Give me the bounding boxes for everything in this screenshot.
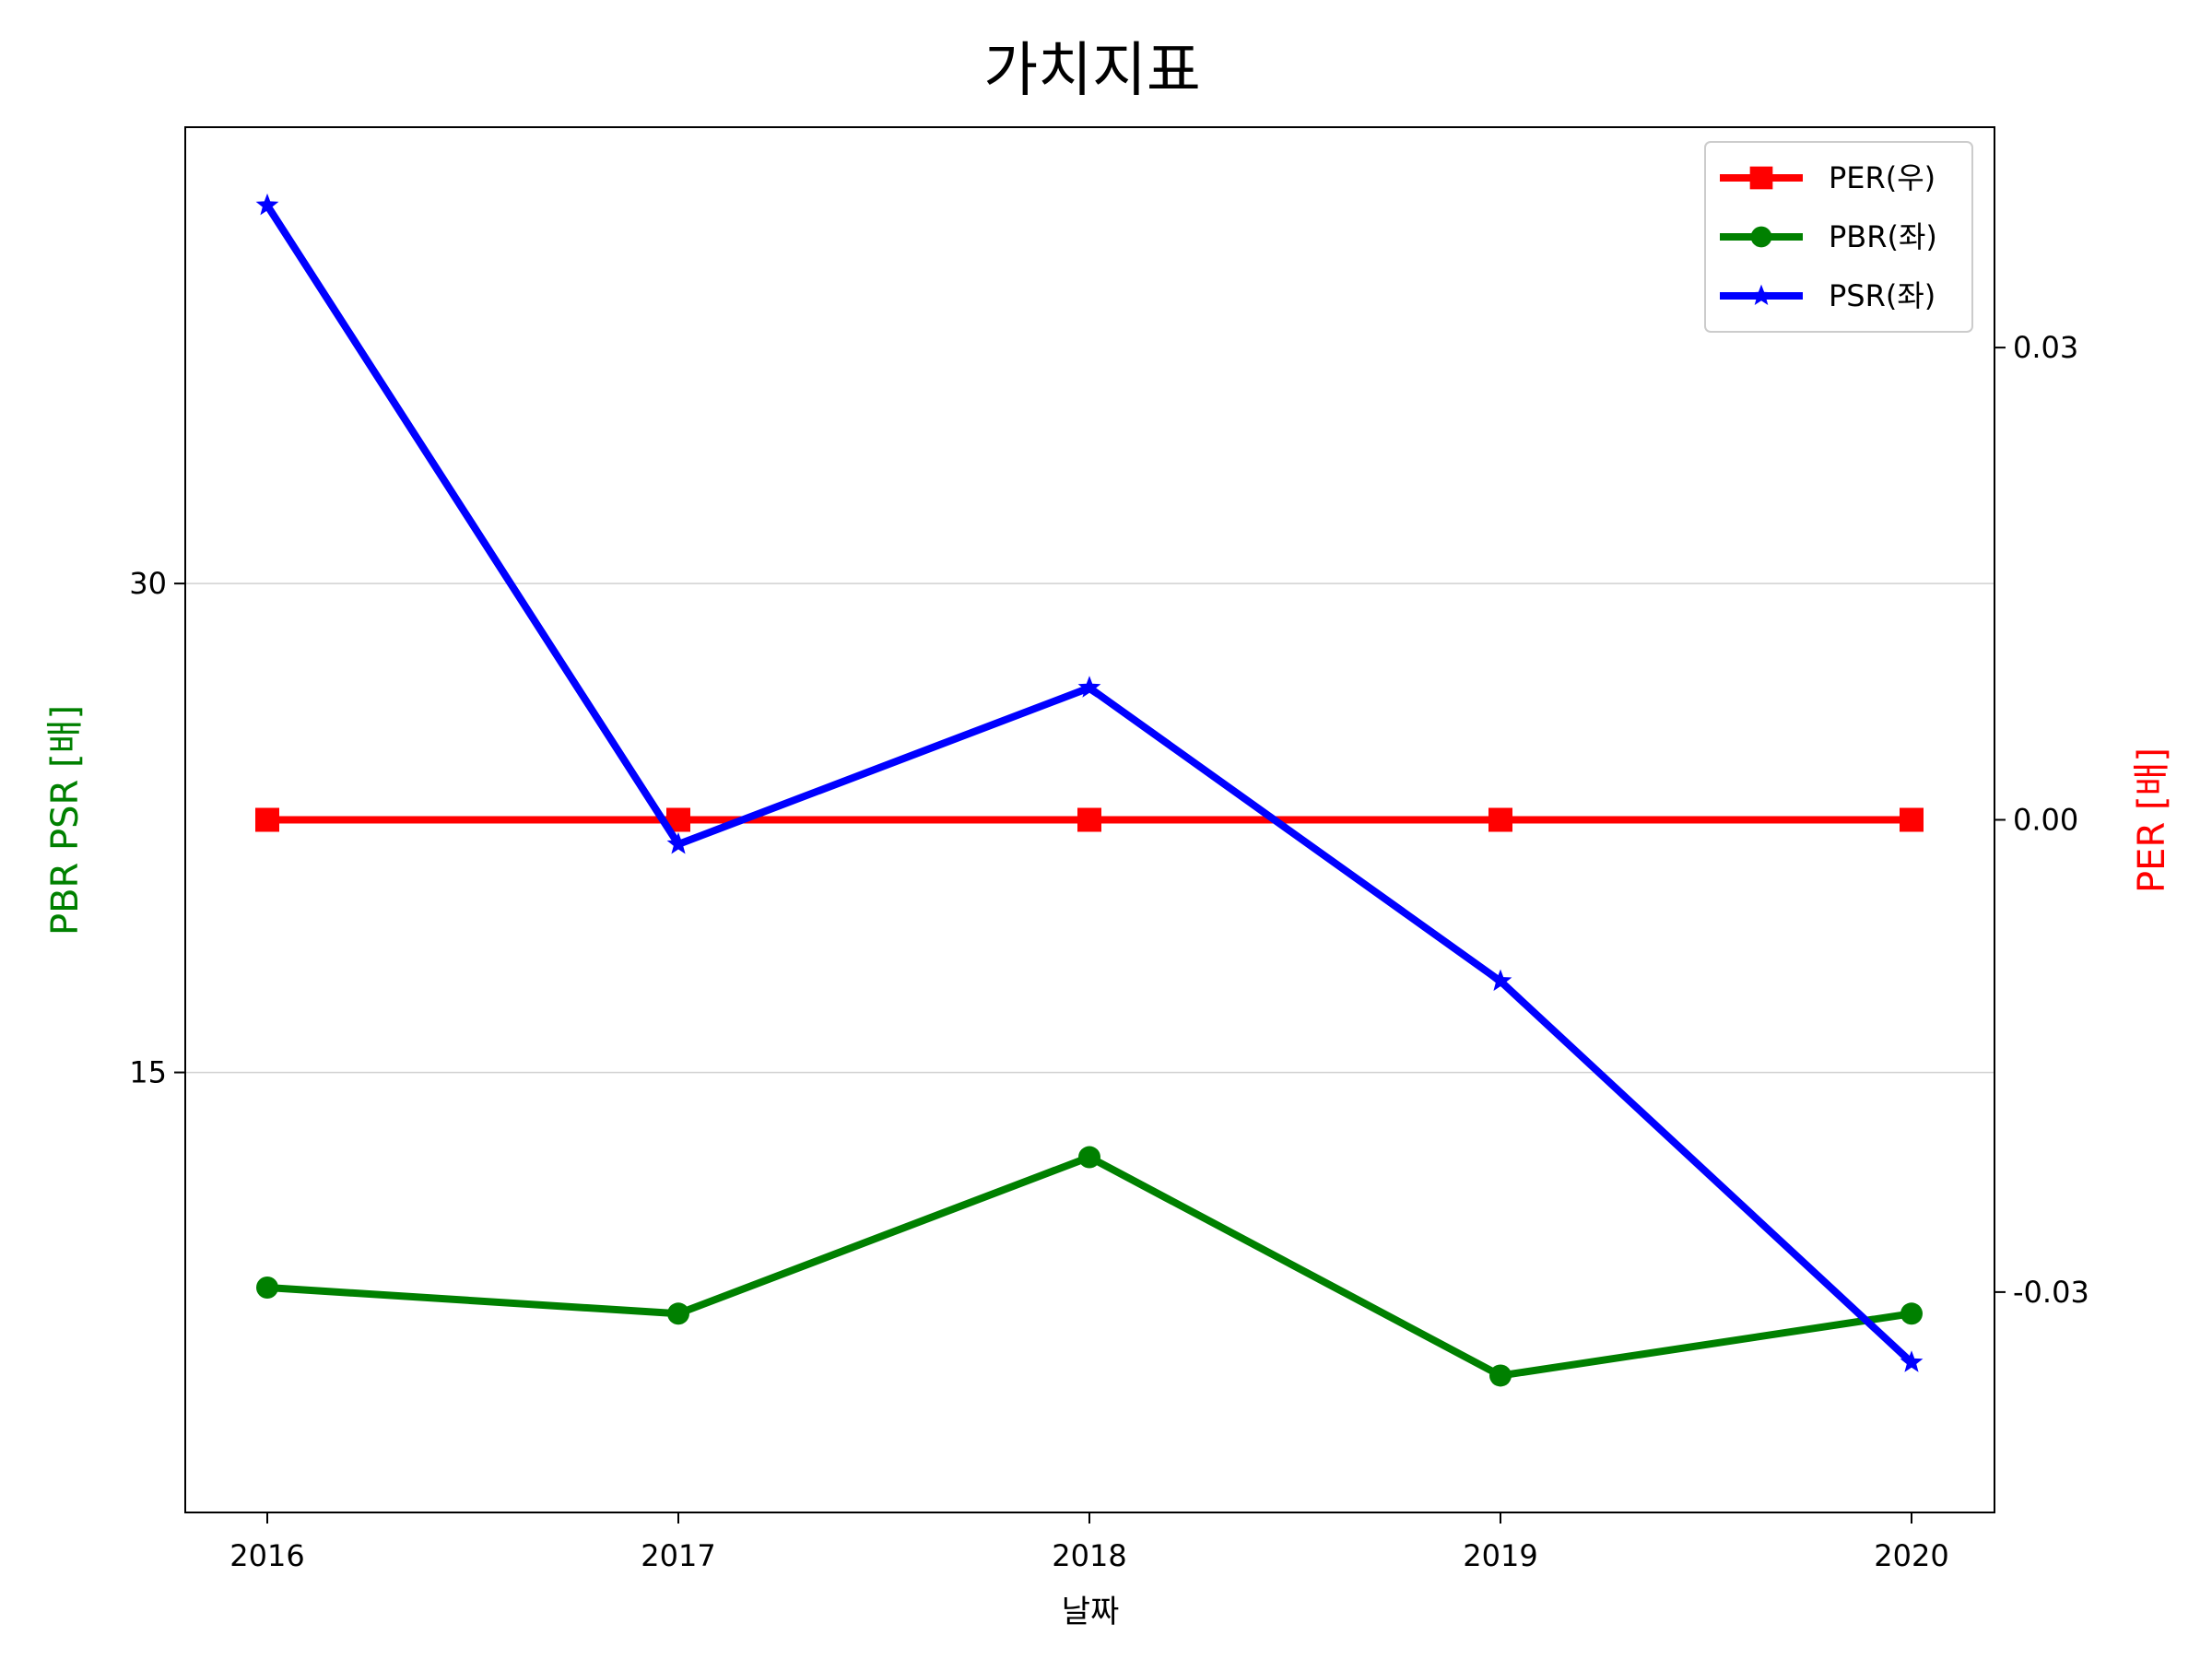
x-tick-label: 2017: [641, 1538, 715, 1573]
right-y-tick-label: 0.00: [2013, 803, 2078, 838]
pbr-point: [1900, 1302, 1923, 1325]
series-layer: [255, 193, 1924, 1387]
left-y-tick-label: 30: [129, 566, 167, 601]
right-y-tick-label: 0.03: [2013, 330, 2078, 365]
legend-box: [1704, 141, 1973, 333]
psr-series-line: [264, 201, 1915, 1367]
legend-swatch-marker: [1750, 226, 1772, 248]
per-point: [1077, 807, 1101, 832]
pbr-point: [667, 1302, 689, 1325]
legend-item: PER(우): [1720, 160, 1936, 195]
right-y-tick-label: -0.03: [2013, 1275, 2089, 1310]
per-point: [1900, 807, 1924, 832]
pbr-point: [256, 1276, 278, 1299]
x-tick-label: 2019: [1463, 1538, 1537, 1573]
left-y-tick-label: 15: [129, 1055, 167, 1090]
right-y-axis-label: PER [배]: [2131, 747, 2173, 893]
grid-lines: [185, 582, 1994, 1074]
legend-label: PBR(좌): [1829, 219, 1937, 254]
legend-item: PBR(좌): [1720, 219, 1937, 254]
psr-point: [1077, 676, 1101, 698]
x-axis-ticks: 2016 2017 2018 2019 2020: [229, 1512, 1949, 1573]
pbr-series-line: [264, 1153, 1915, 1380]
pbr-point: [1078, 1146, 1100, 1169]
legend-label: PSR(좌): [1829, 278, 1936, 313]
per-point: [1488, 807, 1512, 832]
x-axis-label: 날짜: [1062, 1594, 1120, 1630]
pbr-point: [1489, 1364, 1512, 1387]
right-y-axis-ticks: -0.03 0.00 0.03: [1994, 330, 2089, 1310]
psr-point: [1488, 969, 1512, 992]
per-point: [255, 807, 279, 832]
x-tick-label: 2020: [1874, 1538, 1948, 1573]
x-tick-label: 2018: [1052, 1538, 1126, 1573]
legend-label: PER(우): [1829, 160, 1936, 195]
legend-item: PSR(좌): [1720, 278, 1936, 313]
x-tick-label: 2016: [229, 1538, 304, 1573]
psr-point: [1900, 1350, 1924, 1372]
legend: PER(우) PBR(좌) PSR(좌): [1704, 141, 1973, 333]
legend-swatch-marker: [1750, 284, 1772, 305]
chart-title: 가치지표: [983, 37, 1201, 105]
legend-swatch-marker: [1749, 166, 1773, 190]
psr-point: [666, 832, 690, 854]
psr-point: [255, 193, 279, 216]
left-y-axis-label: PBR PSR [배]: [44, 705, 87, 935]
